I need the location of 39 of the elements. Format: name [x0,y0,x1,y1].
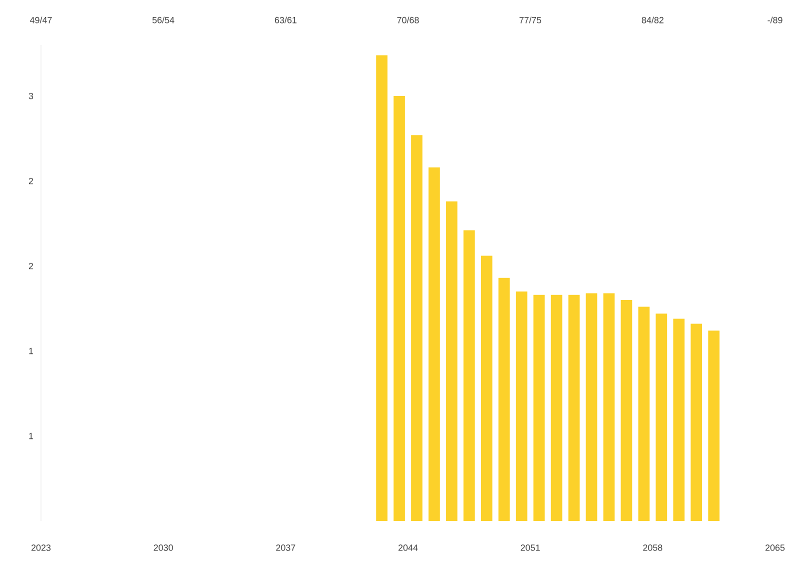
bar [656,314,668,521]
y-tick-label: 1 [29,348,34,354]
text: -/89 [768,16,782,24]
bar [376,55,388,521]
x-tick-label: 2030 [154,544,173,551]
x-tick-label: 2058 [643,544,662,551]
text: 84/82 [642,16,664,24]
bar [394,96,405,521]
text: 63/61 [274,16,296,24]
bar [638,306,650,521]
text: 56/54 [152,16,174,24]
x-tick-label: 2037 [276,544,296,551]
y-tick-label: 1 [29,432,34,440]
bar [673,318,685,521]
text: 70/68 [397,16,419,24]
bar [708,330,720,521]
bar [480,256,492,521]
text: 77/75 [520,16,542,24]
bar [446,201,458,521]
text: 49/47 [30,16,52,24]
bar [550,294,562,521]
bar [533,294,545,521]
bar [463,230,475,521]
bar [428,167,440,521]
x-tick-label: 2044 [398,544,418,551]
bar [603,293,615,521]
x-tick-label: 2023 [31,544,51,551]
bar [498,278,510,521]
y-tick-label: 3 [28,92,34,100]
y-tick-label: 2 [28,262,34,270]
y-tick-label: 2 [28,178,34,184]
bar [586,293,598,521]
x-tick-label: 2051 [520,544,540,551]
bar [568,294,580,521]
bar [411,135,422,521]
bar [516,291,528,521]
x-tick-label: 2065 [765,544,785,551]
bar [690,324,702,521]
bar [620,300,632,521]
